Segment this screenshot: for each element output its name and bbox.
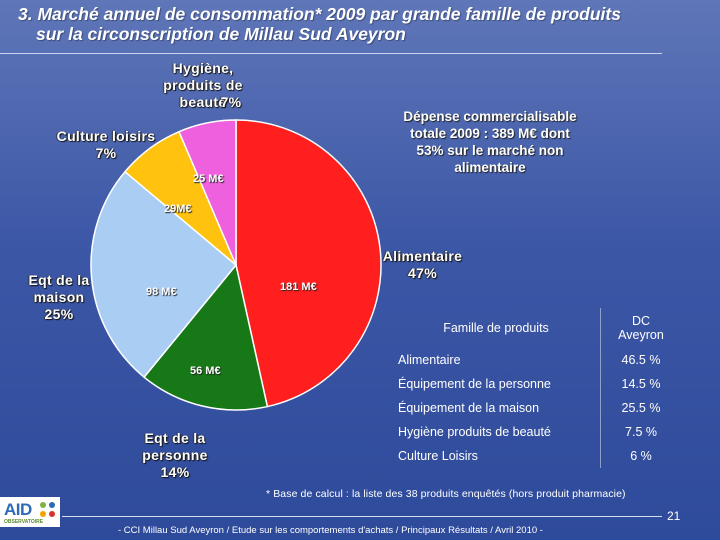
source-line: - CCI Millau Sud Aveyron / Etude sur les…: [118, 525, 543, 536]
value-eqt-maison: 98 M€: [146, 286, 177, 298]
label-culture-loisirs: Culture loisirs 7%: [46, 128, 166, 162]
label-eqt-personne-name-1: Eqt de la: [144, 430, 206, 446]
label-culture-loisirs-name: Culture loisirs: [56, 128, 156, 144]
label-hygiene-name-2: produits de: [163, 77, 243, 93]
label-eqt-personne: Eqt de la personne 14%: [125, 430, 225, 481]
table-cell-family: Hygiène produits de beauté: [392, 420, 601, 444]
label-hygiene-name-1: Hygiène,: [172, 60, 234, 76]
logo-dots-icon: [40, 502, 55, 517]
table-header-zone-line-2: Aveyron: [618, 328, 664, 342]
footnote: * Base de calcul : la liste des 38 produ…: [266, 488, 626, 500]
label-alimentaire-name: Alimentaire: [382, 248, 463, 264]
table-header-zone: DC Aveyron: [601, 308, 682, 348]
label-eqt-personne-name-2: personne: [142, 447, 208, 463]
table-row: Hygiène produits de beauté 7.5 %: [392, 420, 681, 444]
table-cell-pct: 6 %: [630, 449, 652, 463]
total-spend-note: Dépense commercialisable totale 2009 : 3…: [370, 108, 610, 176]
label-eqt-maison: Eqt de la maison 25%: [14, 272, 104, 323]
table-cell-pct: 46.5 %: [621, 353, 661, 367]
label-hygiene-pct: 7%: [220, 94, 242, 110]
label-alimentaire-pct: 47%: [408, 265, 437, 281]
table-cell-family: Alimentaire: [392, 348, 601, 372]
table-cell-family: Équipement de la maison: [392, 396, 601, 420]
value-culture-loisirs: 29M€: [164, 203, 192, 215]
value-hygiene: 25 M€: [193, 173, 224, 185]
title-line-2: sur la circonscription de Millau Sud Ave…: [36, 24, 406, 44]
table-cell-pct: 14.5 %: [621, 377, 661, 391]
table-row: Culture Loisirs 6 %: [392, 444, 681, 468]
value-eqt-personne: 56 M€: [190, 365, 221, 377]
logo-subtext: OBSERVATOIRE: [4, 519, 44, 525]
table-header-row: Famille de produits DC Aveyron: [392, 308, 681, 348]
label-eqt-maison-name-2: maison: [33, 289, 85, 305]
note-line-3: 53% sur le marché non: [416, 143, 564, 158]
title-line-1: 3. Marché annuel de consommation* 2009 p…: [18, 4, 621, 24]
label-eqt-maison-pct: 25%: [44, 306, 74, 322]
note-line-1: Dépense commercialisable: [403, 109, 577, 124]
label-eqt-maison-name-1: Eqt de la: [28, 272, 90, 288]
table-cell-family: Culture Loisirs: [392, 444, 601, 468]
table-header-zone-line-1: DC: [631, 314, 651, 328]
pie-slice-eqt-de-la-personne: [143, 263, 269, 411]
logo-text: AID: [4, 500, 32, 519]
pie-slice-hygiène-produits-de-beauté: [178, 119, 237, 266]
table-cell-pct: 25.5 %: [621, 401, 661, 415]
table-cell-family: Équipement de la personne: [392, 372, 601, 396]
footer-divider: [62, 516, 662, 517]
slide-title: 3. Marché annuel de consommation* 2009 p…: [18, 4, 708, 44]
label-alimentaire: Alimentaire 47%: [375, 248, 470, 282]
table-row: Équipement de la maison 25.5 %: [392, 396, 681, 420]
title-divider: [0, 53, 662, 54]
note-line-4: alimentaire: [454, 160, 526, 175]
value-alimentaire: 181 M€: [280, 281, 317, 293]
page-number: 21: [667, 509, 681, 523]
label-eqt-personne-pct: 14%: [160, 464, 190, 480]
product-family-table: Famille de produits DC Aveyron Alimentai…: [392, 308, 681, 468]
table-row: Équipement de la personne 14.5 %: [392, 372, 681, 396]
label-hygiene: Hygiène, produits de beauté 7%: [148, 60, 258, 111]
table-cell-pct: 7.5 %: [625, 425, 657, 439]
label-hygiene-name-3: beauté: [179, 94, 227, 110]
table-row: Alimentaire 46.5 %: [392, 348, 681, 372]
note-line-2: totale 2009 : 389 M€ dont: [410, 126, 570, 141]
aid-logo: AID OBSERVATOIRE: [0, 497, 60, 527]
pie-slice-eqt-de-la-maison: [90, 170, 238, 379]
table-header-family: Famille de produits: [392, 308, 601, 348]
pie-slice-alimentaire: [235, 119, 382, 408]
label-culture-loisirs-pct: 7%: [95, 145, 117, 161]
